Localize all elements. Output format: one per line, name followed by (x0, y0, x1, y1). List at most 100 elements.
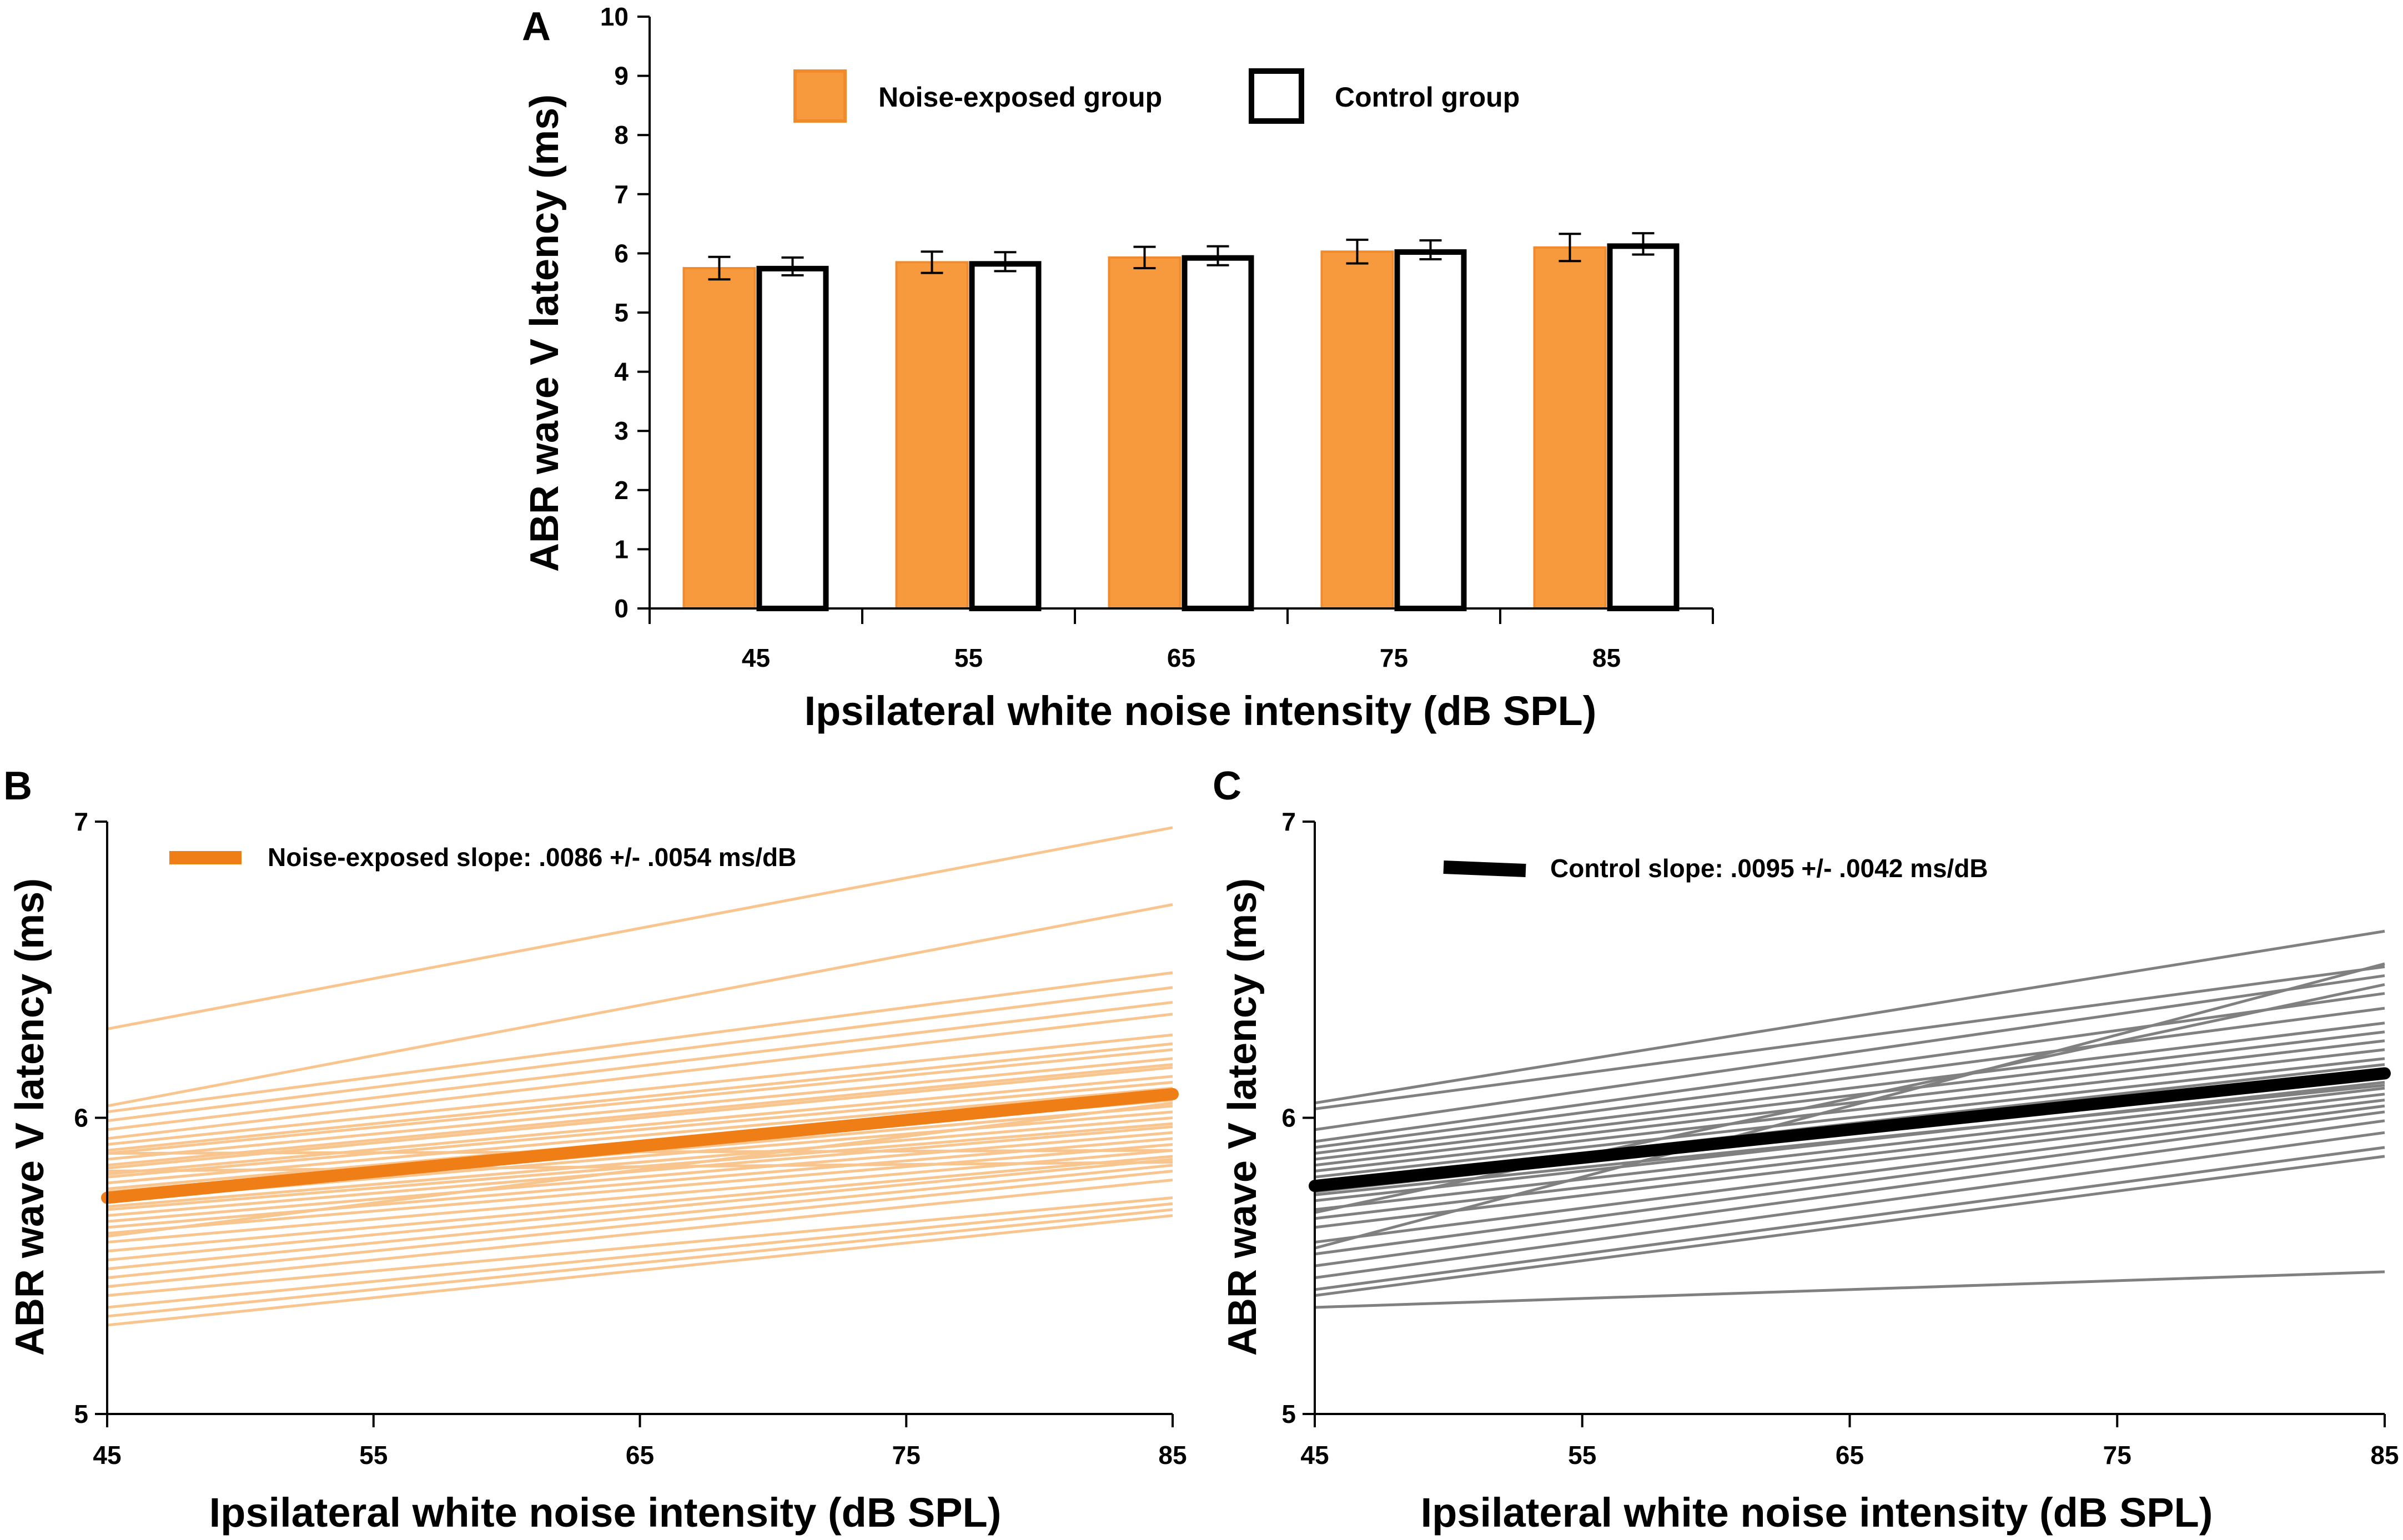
bar-control (756, 265, 829, 611)
x-tick-label-a: 85 (1592, 643, 1621, 672)
individual-line (1314, 1146, 2385, 1291)
y-tick-label-a: 6 (614, 239, 629, 268)
individual-line (107, 1048, 1173, 1155)
individual-line (1314, 1086, 2385, 1211)
individual-line (107, 1131, 1173, 1223)
bar-control (1607, 243, 1680, 611)
individual-line (1314, 1080, 2385, 1202)
x-axis-title-b: Ipsilateral white noise intensity (dB SP… (209, 1489, 1002, 1536)
y-tick-label-a: 9 (614, 62, 629, 90)
x-tick-label-c: 55 (1568, 1441, 1596, 1469)
individual-line (1314, 974, 2385, 1131)
y-tick-label-a: 10 (600, 2, 629, 31)
x-tick-label-a: 55 (954, 643, 983, 672)
individual-line (1314, 1021, 2385, 1155)
individual-line (1314, 1131, 2385, 1280)
individual-line (107, 1066, 1173, 1170)
individual-line (107, 903, 1173, 1108)
y-tick-label-a: 1 (614, 535, 629, 563)
individual-line (107, 1042, 1173, 1152)
individual-line (107, 1125, 1173, 1217)
y-tick-label-a: 4 (614, 358, 629, 386)
individual-line (107, 1101, 1173, 1238)
individual-line (1314, 1006, 2385, 1149)
x-axis-title-a: Ipsilateral white noise intensity (dB SP… (805, 688, 1597, 734)
individual-line (107, 1116, 1173, 1209)
x-tick-label-c: 65 (1836, 1441, 1864, 1469)
y-axis-title-c: ABR wave V latency (ms) (1220, 878, 1265, 1356)
individual-line (107, 1164, 1173, 1271)
x-tick-label-b: 65 (626, 1441, 654, 1469)
legend-swatch-control (1249, 68, 1304, 124)
bar-control (969, 261, 1042, 612)
y-tick-label-c: 7 (1281, 807, 1296, 836)
individual-line (1314, 1084, 2385, 1196)
individual-line (107, 1157, 1173, 1262)
individual-line (1314, 962, 2385, 1250)
panel-label-c: C (1213, 764, 1241, 808)
individual-line (107, 1179, 1173, 1289)
y-tick-label-c: 5 (1281, 1400, 1296, 1428)
individual-line (107, 1086, 1173, 1185)
x-tick-label-b: 75 (892, 1441, 921, 1469)
bar-control (1394, 249, 1467, 611)
legend-label-control: Control group (1335, 82, 1520, 113)
mean-slope-line (101, 1088, 1179, 1204)
individual-line (107, 1137, 1173, 1229)
x-axis-title-c: Ipsilateral white noise intensity (dB SP… (1421, 1489, 2213, 1536)
panel-c: C 5 6 7 45 55 65 75 85 Control slope: .0095 +/-… (1213, 764, 2399, 1536)
x-tick-label-c: 85 (2370, 1441, 2399, 1469)
x-tick-label-c: 45 (1300, 1441, 1329, 1469)
individual-line (107, 1208, 1173, 1318)
individual-line (1314, 1110, 2385, 1256)
x-tick-label-a: 45 (742, 643, 770, 672)
x-tick-label-a: 75 (1380, 643, 1408, 672)
individual-line (107, 1063, 1173, 1167)
individual-line (1314, 965, 2385, 1110)
y-tick-label-b: 7 (74, 807, 88, 836)
y-axis-title-a: ABR wave V latency (ms) (522, 94, 567, 572)
individual-line (107, 971, 1173, 1114)
y-tick-label-a: 3 (614, 416, 629, 445)
y-tick-label-a: 5 (614, 298, 629, 327)
panel-b: B 5 6 7 45 55 65 75 85 Noise-exposed slope: .00… (3, 764, 1187, 1536)
y-tick-label-b: 6 (74, 1104, 88, 1133)
individual-line (107, 1214, 1173, 1327)
individual-line (107, 1013, 1173, 1140)
individual-line (1314, 1030, 2385, 1161)
individual-line (1314, 1155, 2385, 1297)
individual-line (1314, 1104, 2385, 1244)
bar-noise-exposed (1320, 250, 1394, 610)
x-tick-label-c: 75 (2103, 1441, 2131, 1469)
x-tick-label-b: 55 (359, 1441, 388, 1469)
legend-label-control-slope: Control slope: .0095 +/- .0042 ms/dB (1550, 854, 1988, 883)
y-tick-label-a: 7 (614, 180, 629, 209)
panel-label-a: A (522, 4, 551, 49)
bar-noise-exposed (682, 267, 756, 610)
legend-swatch-noise-exposed (793, 69, 847, 123)
individual-line (1314, 929, 2385, 1105)
individual-line (1314, 1099, 2385, 1229)
individual-line (107, 1143, 1173, 1235)
panel-label-b: B (3, 764, 32, 808)
bar-noise-exposed (1533, 246, 1607, 610)
individual-line (107, 1155, 1173, 1253)
bar-control (1182, 255, 1254, 611)
x-tick-label-a: 65 (1167, 643, 1195, 672)
legend-label-noise-slope: Noise-exposed slope: .0086 +/- .0054 ms/… (268, 843, 796, 872)
individual-line (1314, 1039, 2385, 1167)
individual-line (107, 1080, 1173, 1179)
individual-line (1314, 992, 2385, 1143)
individual-line (107, 1075, 1173, 1176)
individual-line (1314, 1048, 2385, 1173)
individual-line (107, 1196, 1173, 1297)
legend-label-noise-exposed: Noise-exposed group (878, 82, 1162, 113)
individual-line (107, 986, 1173, 1123)
individual-line (1314, 983, 2385, 1214)
individual-line (1314, 1270, 2385, 1309)
individual-line (107, 1149, 1173, 1244)
y-tick-label-a: 8 (614, 120, 629, 149)
individual-line (107, 1170, 1173, 1280)
